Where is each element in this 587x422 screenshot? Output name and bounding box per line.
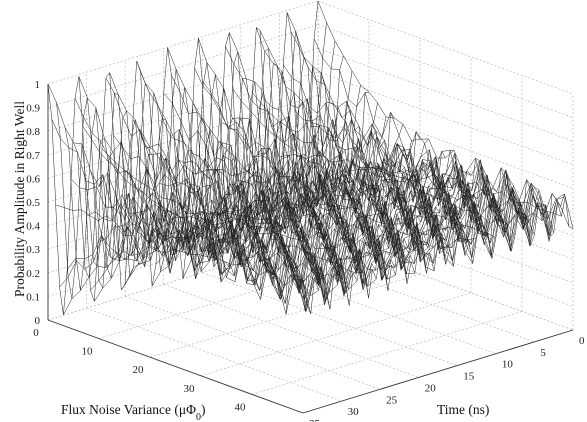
mesh-line	[97, 209, 354, 295]
x-tick-label: 20	[133, 364, 145, 376]
mesh-line	[105, 77, 362, 297]
mesh-line	[101, 148, 358, 290]
mesh-line	[229, 32, 485, 245]
mesh-line	[313, 38, 570, 227]
mesh-line	[217, 171, 473, 264]
mesh-line	[317, 0, 574, 229]
y-tick-label: 20	[425, 382, 437, 394]
y-tick-label: 0	[579, 335, 585, 347]
x-axis-label: Flux Noise Variance (μΦ0)	[61, 402, 205, 422]
z-tick-label: 1	[35, 79, 41, 91]
mesh-line	[67, 225, 323, 312]
x-tick-label: 30	[184, 383, 196, 395]
z-axis-label: Probability Amplitude in Right Well	[12, 101, 27, 297]
z-tick-label: 0.7	[26, 150, 40, 162]
z-tick-label: 0.5	[26, 197, 40, 209]
x-tick-label: 0	[33, 327, 39, 339]
mesh-line	[306, 159, 562, 217]
mesh-line	[206, 168, 462, 262]
mesh-line	[74, 98, 331, 310]
mesh-line	[117, 202, 373, 284]
mesh-line	[209, 178, 466, 256]
y-tick-label: 30	[348, 406, 360, 418]
x-tick-label: 50	[286, 420, 298, 422]
z-tick-label: 0.4	[26, 221, 40, 233]
mesh-line	[82, 126, 338, 293]
mesh-line	[113, 135, 369, 299]
y-tick-label: 5	[540, 347, 546, 359]
y-axis-label: Time (ns)	[437, 402, 489, 417]
axis-lines	[47, 84, 574, 414]
mesh-line	[198, 38, 454, 267]
x-tick-label: 40	[235, 401, 247, 413]
y-tick-label: 10	[502, 359, 514, 371]
y-tick-label: 25	[386, 394, 398, 406]
mesh-line	[47, 83, 304, 315]
mesh-line	[194, 67, 450, 250]
z-tick-label: 0.9	[26, 103, 40, 115]
z-tick-label: 0.1	[26, 291, 40, 303]
mesh-line	[94, 224, 350, 306]
mesh-line	[124, 208, 381, 291]
z-tick-label: 0.8	[26, 126, 40, 138]
mesh-line	[109, 72, 365, 274]
mesh-line	[302, 160, 558, 242]
tick-labels: 00.10.20.30.40.50.60.70.80.9101020304050…	[26, 79, 585, 422]
mesh-line	[248, 159, 504, 238]
mesh-line	[151, 198, 408, 287]
mesh-line	[275, 160, 531, 246]
y-tick-label: 15	[463, 371, 475, 383]
mesh-line	[163, 92, 419, 270]
mesh-line	[90, 228, 346, 291]
mesh-line	[256, 27, 512, 252]
mesh-line	[283, 64, 539, 246]
mesh-line	[51, 119, 308, 304]
mesh-line	[259, 30, 516, 236]
z-tick-label: 0.6	[26, 173, 40, 185]
mesh-line	[78, 76, 335, 303]
mesh-line	[155, 209, 412, 265]
z-tick-label: 0	[35, 315, 41, 327]
mesh-line	[132, 119, 389, 291]
x-tick-label: 10	[82, 346, 94, 358]
mesh-line	[221, 122, 477, 240]
mesh-line	[232, 89, 489, 246]
mesh-line	[136, 60, 392, 272]
z-tick-label: 0.2	[26, 268, 40, 280]
y-tick-label: 35	[309, 418, 321, 422]
mesh-line	[290, 31, 547, 238]
mesh-line	[263, 98, 520, 252]
surface-mesh	[47, 0, 574, 315]
mesh-line	[86, 203, 342, 305]
mesh-line	[294, 110, 551, 237]
mesh-line	[140, 72, 396, 280]
z-tick-label: 0.3	[26, 244, 40, 256]
mesh-line	[298, 168, 554, 233]
mesh-line	[159, 182, 415, 275]
mesh-line	[225, 46, 481, 259]
mesh-line	[286, 12, 543, 222]
